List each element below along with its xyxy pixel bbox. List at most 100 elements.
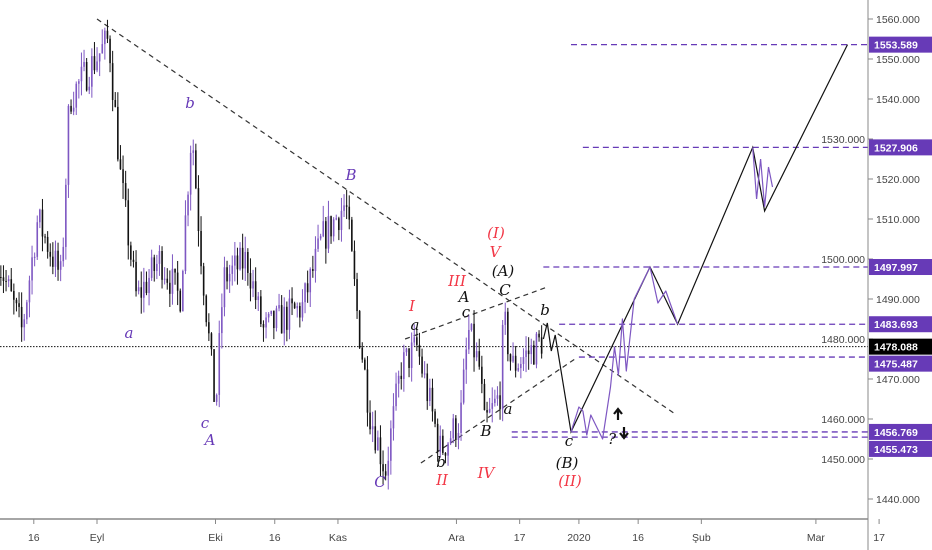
candle bbox=[325, 216, 327, 264]
candle bbox=[423, 361, 426, 379]
candle bbox=[54, 240, 57, 277]
candle-body bbox=[517, 368, 520, 371]
candle bbox=[189, 145, 192, 211]
candle-body bbox=[392, 406, 395, 429]
candle bbox=[538, 330, 540, 342]
level-price-label-box bbox=[869, 440, 932, 457]
candle-body bbox=[23, 319, 26, 328]
candle-body bbox=[314, 248, 317, 271]
candle-body bbox=[444, 452, 447, 456]
candle bbox=[397, 370, 400, 398]
candle bbox=[322, 205, 325, 238]
candle bbox=[400, 362, 403, 390]
y-tick-label: 1520.000 bbox=[876, 174, 920, 186]
candle-body bbox=[205, 295, 208, 323]
y-tick-label: 1500.000 bbox=[821, 254, 865, 266]
candle-body bbox=[161, 251, 163, 280]
candle-body bbox=[429, 387, 431, 402]
candle-body bbox=[488, 408, 491, 413]
candle-body bbox=[293, 303, 296, 309]
candle-body bbox=[174, 268, 176, 273]
candle bbox=[18, 292, 20, 318]
candle bbox=[520, 357, 522, 379]
candle-body bbox=[364, 359, 366, 370]
candle-body bbox=[418, 344, 421, 357]
candle-body bbox=[80, 66, 83, 82]
candle-body bbox=[104, 30, 106, 45]
y-tick-label: 1510.000 bbox=[876, 214, 920, 226]
candle bbox=[200, 216, 202, 275]
y-axis[interactable]: 1560.000 1550.000 1540.000 1530.000 1520.000… bbox=[821, 14, 920, 506]
candle-body bbox=[275, 308, 278, 329]
candle-body bbox=[171, 268, 174, 294]
candle-body bbox=[535, 333, 538, 365]
level-price-label-box bbox=[869, 355, 932, 372]
candle-body bbox=[423, 373, 426, 375]
candle-body bbox=[501, 324, 504, 410]
x-tick-label: 16 bbox=[269, 532, 281, 544]
candle bbox=[236, 247, 239, 285]
candle-body bbox=[145, 281, 148, 294]
candle bbox=[374, 410, 377, 454]
candle bbox=[254, 267, 257, 310]
candle-body bbox=[249, 272, 252, 289]
level-price-label-box bbox=[869, 139, 932, 156]
candle-body bbox=[137, 287, 140, 292]
candle bbox=[106, 19, 109, 44]
candle bbox=[75, 81, 78, 115]
candle-body bbox=[184, 215, 187, 272]
candle-body bbox=[332, 219, 335, 237]
candle-body bbox=[460, 402, 462, 433]
candle bbox=[98, 53, 101, 77]
last-price-label: 1478.088 bbox=[874, 342, 918, 354]
candle-body bbox=[475, 351, 478, 358]
candle-body bbox=[75, 83, 78, 108]
trendline bbox=[96, 18, 675, 414]
x-axis[interactable]: 16 Eyl Eki 16 Kas Ara 17 2020 16 Şub Mar 17 bbox=[28, 519, 885, 544]
candle-body bbox=[148, 277, 150, 294]
candle bbox=[85, 58, 88, 92]
candle-body bbox=[468, 329, 470, 350]
candle-body bbox=[499, 395, 501, 410]
candle bbox=[174, 268, 176, 285]
candle bbox=[293, 301, 296, 309]
wave-label: (B) bbox=[556, 454, 579, 472]
candle bbox=[239, 242, 241, 271]
candle bbox=[525, 336, 527, 373]
candle bbox=[410, 332, 413, 382]
candle-body bbox=[478, 351, 481, 367]
candle-body bbox=[525, 350, 527, 357]
candle-body bbox=[507, 311, 509, 355]
candle-body bbox=[41, 209, 44, 237]
candle-body bbox=[509, 354, 512, 362]
candle bbox=[439, 425, 442, 458]
level-lines bbox=[511, 43, 868, 438]
candle-body bbox=[187, 194, 189, 216]
candle-body bbox=[353, 250, 356, 280]
candle-body bbox=[39, 209, 41, 223]
candle-body bbox=[447, 443, 449, 456]
level-price-label: 1455.473 bbox=[874, 444, 918, 456]
candle bbox=[226, 260, 228, 290]
candle-body bbox=[416, 337, 418, 345]
candle-body bbox=[158, 251, 161, 264]
candle-body bbox=[301, 302, 304, 318]
candle bbox=[517, 363, 520, 372]
candle bbox=[509, 353, 512, 371]
level-price-label-box bbox=[869, 259, 932, 276]
candle-body bbox=[403, 352, 405, 380]
candle-body bbox=[13, 291, 15, 300]
candle-body bbox=[44, 236, 46, 238]
last-price-label-box bbox=[869, 338, 932, 355]
candle-body bbox=[436, 423, 439, 452]
candle-body bbox=[18, 303, 20, 307]
candle-body bbox=[527, 350, 530, 355]
candles bbox=[0, 19, 543, 490]
candle bbox=[148, 268, 150, 306]
candle bbox=[2, 265, 5, 294]
candle-body bbox=[371, 426, 374, 430]
wave-label: a bbox=[411, 316, 420, 334]
candle-body bbox=[379, 437, 382, 465]
x-tick-label: 16 bbox=[28, 532, 40, 544]
